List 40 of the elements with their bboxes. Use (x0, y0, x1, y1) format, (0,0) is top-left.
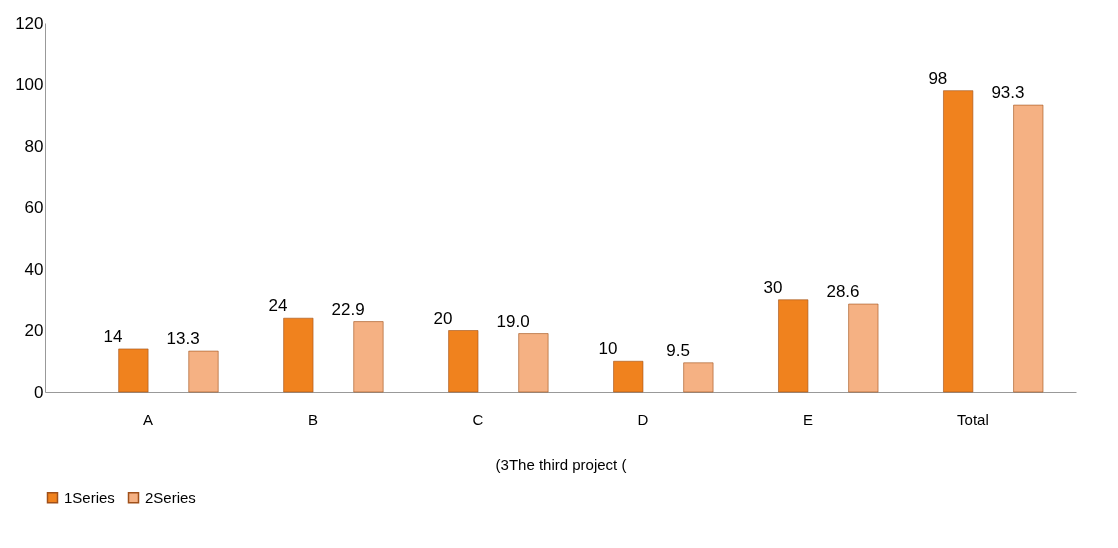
data-label: 24 (268, 296, 288, 316)
x-tick-label: C (472, 410, 484, 428)
y-tick-label: 0 (34, 382, 44, 402)
x-tick-label: Total (957, 410, 989, 428)
x-axis-title: (3The third project ( (495, 455, 627, 473)
data-label: 13.3 (166, 329, 200, 349)
bar (848, 303, 879, 393)
y-tick-label: 40 (24, 259, 44, 279)
bar (353, 321, 384, 393)
bar (778, 299, 809, 393)
data-label: 9.5 (666, 340, 690, 360)
data-label: 10 (598, 339, 618, 359)
data-label: 28.6 (826, 282, 860, 302)
data-label: 30 (763, 277, 783, 297)
legend-label: 2Series (145, 488, 196, 506)
bar (1013, 104, 1044, 393)
data-label: 93.3 (991, 83, 1025, 103)
y-tick-label: 100 (15, 75, 44, 94)
bar (943, 90, 974, 393)
x-tick-label: E (802, 410, 813, 428)
y-tick-label: 120 (15, 13, 44, 33)
x-tick-label: B (308, 410, 319, 428)
bar (118, 348, 149, 393)
bar (518, 333, 549, 393)
x-tick-label: D (637, 410, 649, 428)
data-label: 20 (433, 308, 453, 328)
y-tick-label: 60 (24, 198, 44, 217)
bar (683, 362, 714, 393)
data-label: 98 (928, 68, 948, 88)
legend-label: 1Series (64, 488, 115, 506)
bar (613, 360, 644, 393)
x-tick-label: A (143, 410, 154, 428)
data-label: 14 (103, 326, 123, 346)
bar (188, 350, 219, 393)
y-tick-label: 20 (24, 321, 44, 340)
data-label: 22.9 (331, 299, 365, 319)
y-tick-label: 80 (24, 136, 44, 156)
data-label: 19.0 (496, 311, 530, 331)
bar (448, 330, 479, 393)
bar (283, 317, 314, 393)
